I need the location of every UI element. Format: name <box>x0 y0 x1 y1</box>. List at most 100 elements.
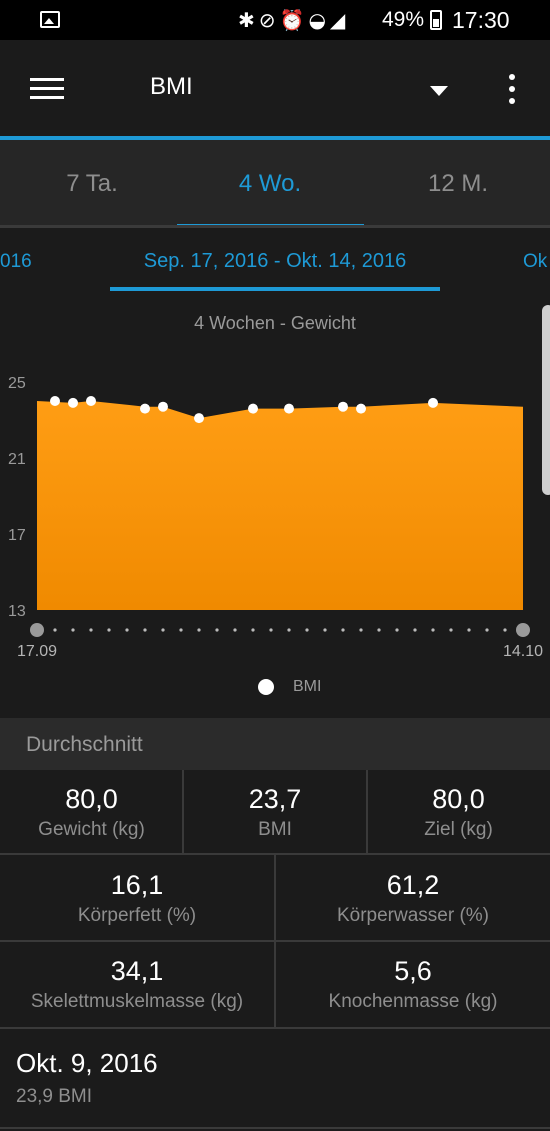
data-point <box>356 403 366 414</box>
chevron-down-icon[interactable] <box>430 86 448 96</box>
stat-value: 23,7 <box>248 784 302 814</box>
page-title: BMI <box>150 73 193 100</box>
more-options-icon[interactable] <box>506 74 518 104</box>
legend-label: BMI <box>293 678 322 695</box>
summary-header-label: Durchschnitt <box>26 733 143 756</box>
axis-tick-dot <box>305 628 309 632</box>
axis-end-marker <box>516 623 530 637</box>
data-point <box>158 401 168 412</box>
stat-weight: 80,0 Gewicht (kg) <box>0 784 183 841</box>
tab-7-days[interactable]: 7 Ta. <box>66 170 118 197</box>
stat-value: 5,6 <box>394 956 432 986</box>
status-bar: ✱⊘⏰◒◢ 49% 17:30 <box>0 0 550 40</box>
axis-end-marker <box>30 623 44 637</box>
axis-tick-dot <box>233 628 237 632</box>
x-tick-label: 14.10 <box>503 643 543 660</box>
mute-icon: ⊘ <box>258 8 280 32</box>
data-point <box>68 397 78 408</box>
stat-goal: 80,0 Ziel (kg) <box>367 784 550 841</box>
legend-marker <box>258 679 274 695</box>
axis-tick-dot <box>143 628 147 632</box>
date-range-underline <box>110 287 440 291</box>
stat-label: Körperwasser (%) <box>336 905 490 926</box>
divider <box>366 770 368 854</box>
divider <box>0 1127 550 1129</box>
data-point <box>338 401 348 412</box>
axis-tick-dot <box>413 628 417 632</box>
scroll-handle[interactable] <box>542 305 550 495</box>
date-range-previous[interactable]: 016 <box>0 251 32 272</box>
axis-tick-dot <box>323 628 327 632</box>
axis-tick-dot <box>71 628 75 632</box>
axis-tick-dot <box>215 628 219 632</box>
stat-skeletal-muscle: 34,1 Skelettmuskelmasse (kg) <box>0 956 274 1013</box>
divider <box>0 1027 550 1029</box>
bmi-chart: 13 17 21 25 17.09 14.10 <box>8 375 543 660</box>
stat-label: Knochenmasse (kg) <box>328 991 498 1012</box>
entry-date: Okt. 9, 2016 <box>16 1048 158 1078</box>
axis-tick-dot <box>125 628 129 632</box>
divider <box>182 770 184 854</box>
period-tabs: 7 Ta. 4 Wo. 12 M. <box>0 140 550 228</box>
tab-4-weeks[interactable]: 4 Wo. <box>238 170 302 197</box>
data-point <box>248 403 258 414</box>
stat-body-fat: 16,1 Körperfett (%) <box>0 870 274 927</box>
summary-header: Durchschnitt <box>0 718 550 770</box>
image-icon <box>40 11 60 28</box>
tab-12-months[interactable]: 12 M. <box>427 170 489 197</box>
axis-tick-dot <box>431 628 435 632</box>
bluetooth-icon: ✱ <box>238 8 259 32</box>
y-tick-label: 13 <box>8 603 26 620</box>
data-point <box>50 396 60 406</box>
y-tick-label: 17 <box>8 527 26 544</box>
stat-label: Ziel (kg) <box>424 819 493 840</box>
axis-tick-dot <box>341 628 345 632</box>
y-tick-label: 25 <box>8 375 26 392</box>
x-tick-label: 17.09 <box>17 643 57 660</box>
stat-value: 80,0 <box>65 784 118 814</box>
axis-tick-dot <box>377 628 381 632</box>
signal-icon: ◢ <box>329 8 350 32</box>
stat-value: 80,0 <box>432 784 485 814</box>
bmi-area <box>37 401 523 610</box>
axis-tick-dot <box>359 628 363 632</box>
stat-label: Gewicht (kg) <box>38 819 145 840</box>
axis-tick-dot <box>197 628 201 632</box>
stat-label: Skelettmuskelmasse (kg) <box>30 991 244 1012</box>
entry-value: 23,9 BMI <box>16 1086 93 1107</box>
stat-value: 61,2 <box>386 870 440 900</box>
alarm-icon: ⏰ <box>279 8 309 32</box>
axis-tick-dot <box>179 628 183 632</box>
date-range-current[interactable]: Sep. 17, 2016 - Okt. 14, 2016 <box>143 250 407 272</box>
battery-percent: 49% <box>382 8 425 31</box>
data-point <box>194 413 204 424</box>
data-point <box>86 396 96 406</box>
axis-tick-dot <box>467 628 471 632</box>
stat-value: 34,1 <box>110 956 164 986</box>
data-point <box>428 397 438 408</box>
axis-tick-dot <box>269 628 273 632</box>
data-point <box>284 403 294 414</box>
axis-tick-dot <box>287 628 291 632</box>
stat-body-water: 61,2 Körperwasser (%) <box>276 870 550 927</box>
divider <box>0 940 550 942</box>
axis-tick-dot <box>503 628 507 632</box>
data-point <box>140 403 150 414</box>
axis-tick-dot <box>251 628 255 632</box>
axis-tick-dot <box>485 628 489 632</box>
menu-icon[interactable] <box>30 78 64 100</box>
divider <box>0 853 550 855</box>
tabs-divider <box>0 225 550 228</box>
stat-value: 16,1 <box>110 870 164 900</box>
axis-tick-dot <box>53 628 57 632</box>
status-icons: ✱⊘⏰◒◢ <box>238 8 349 32</box>
stat-label: Körperfett (%) <box>77 905 197 926</box>
stat-label: BMI <box>258 819 292 840</box>
stat-bone-mass: 5,6 Knochenmasse (kg) <box>276 956 550 1013</box>
accent-divider <box>0 136 550 140</box>
y-tick-label: 21 <box>8 451 26 468</box>
axis-tick-dot <box>395 628 399 632</box>
axis-tick-dot <box>89 628 93 632</box>
battery-icon <box>430 10 442 30</box>
date-range-next[interactable]: Ok <box>523 251 548 272</box>
